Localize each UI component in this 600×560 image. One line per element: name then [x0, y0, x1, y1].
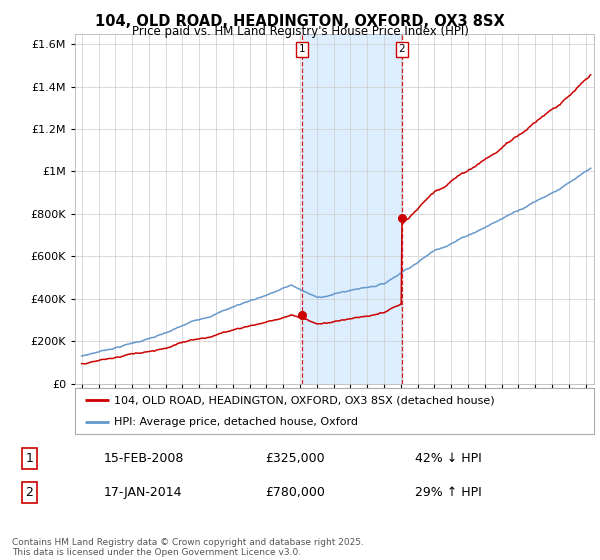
FancyBboxPatch shape — [75, 388, 594, 434]
Text: 1: 1 — [299, 44, 305, 54]
Text: £325,000: £325,000 — [265, 452, 325, 465]
Text: 17-JAN-2014: 17-JAN-2014 — [104, 486, 182, 499]
Text: 104, OLD ROAD, HEADINGTON, OXFORD, OX3 8SX: 104, OLD ROAD, HEADINGTON, OXFORD, OX3 8… — [95, 14, 505, 29]
Text: 2: 2 — [398, 44, 405, 54]
Text: 29% ↑ HPI: 29% ↑ HPI — [415, 486, 482, 499]
Text: Price paid vs. HM Land Registry's House Price Index (HPI): Price paid vs. HM Land Registry's House … — [131, 25, 469, 38]
Text: 1: 1 — [25, 452, 33, 465]
Text: 104, OLD ROAD, HEADINGTON, OXFORD, OX3 8SX (detached house): 104, OLD ROAD, HEADINGTON, OXFORD, OX3 8… — [114, 395, 494, 405]
Bar — [302, 34, 401, 384]
Text: HPI: Average price, detached house, Oxford: HPI: Average price, detached house, Oxfo… — [114, 417, 358, 427]
Text: £780,000: £780,000 — [265, 486, 325, 499]
Text: 15-FEB-2008: 15-FEB-2008 — [104, 452, 185, 465]
Text: Contains HM Land Registry data © Crown copyright and database right 2025.
This d: Contains HM Land Registry data © Crown c… — [12, 538, 364, 557]
Text: 2: 2 — [25, 486, 33, 499]
Text: 42% ↓ HPI: 42% ↓ HPI — [415, 452, 482, 465]
